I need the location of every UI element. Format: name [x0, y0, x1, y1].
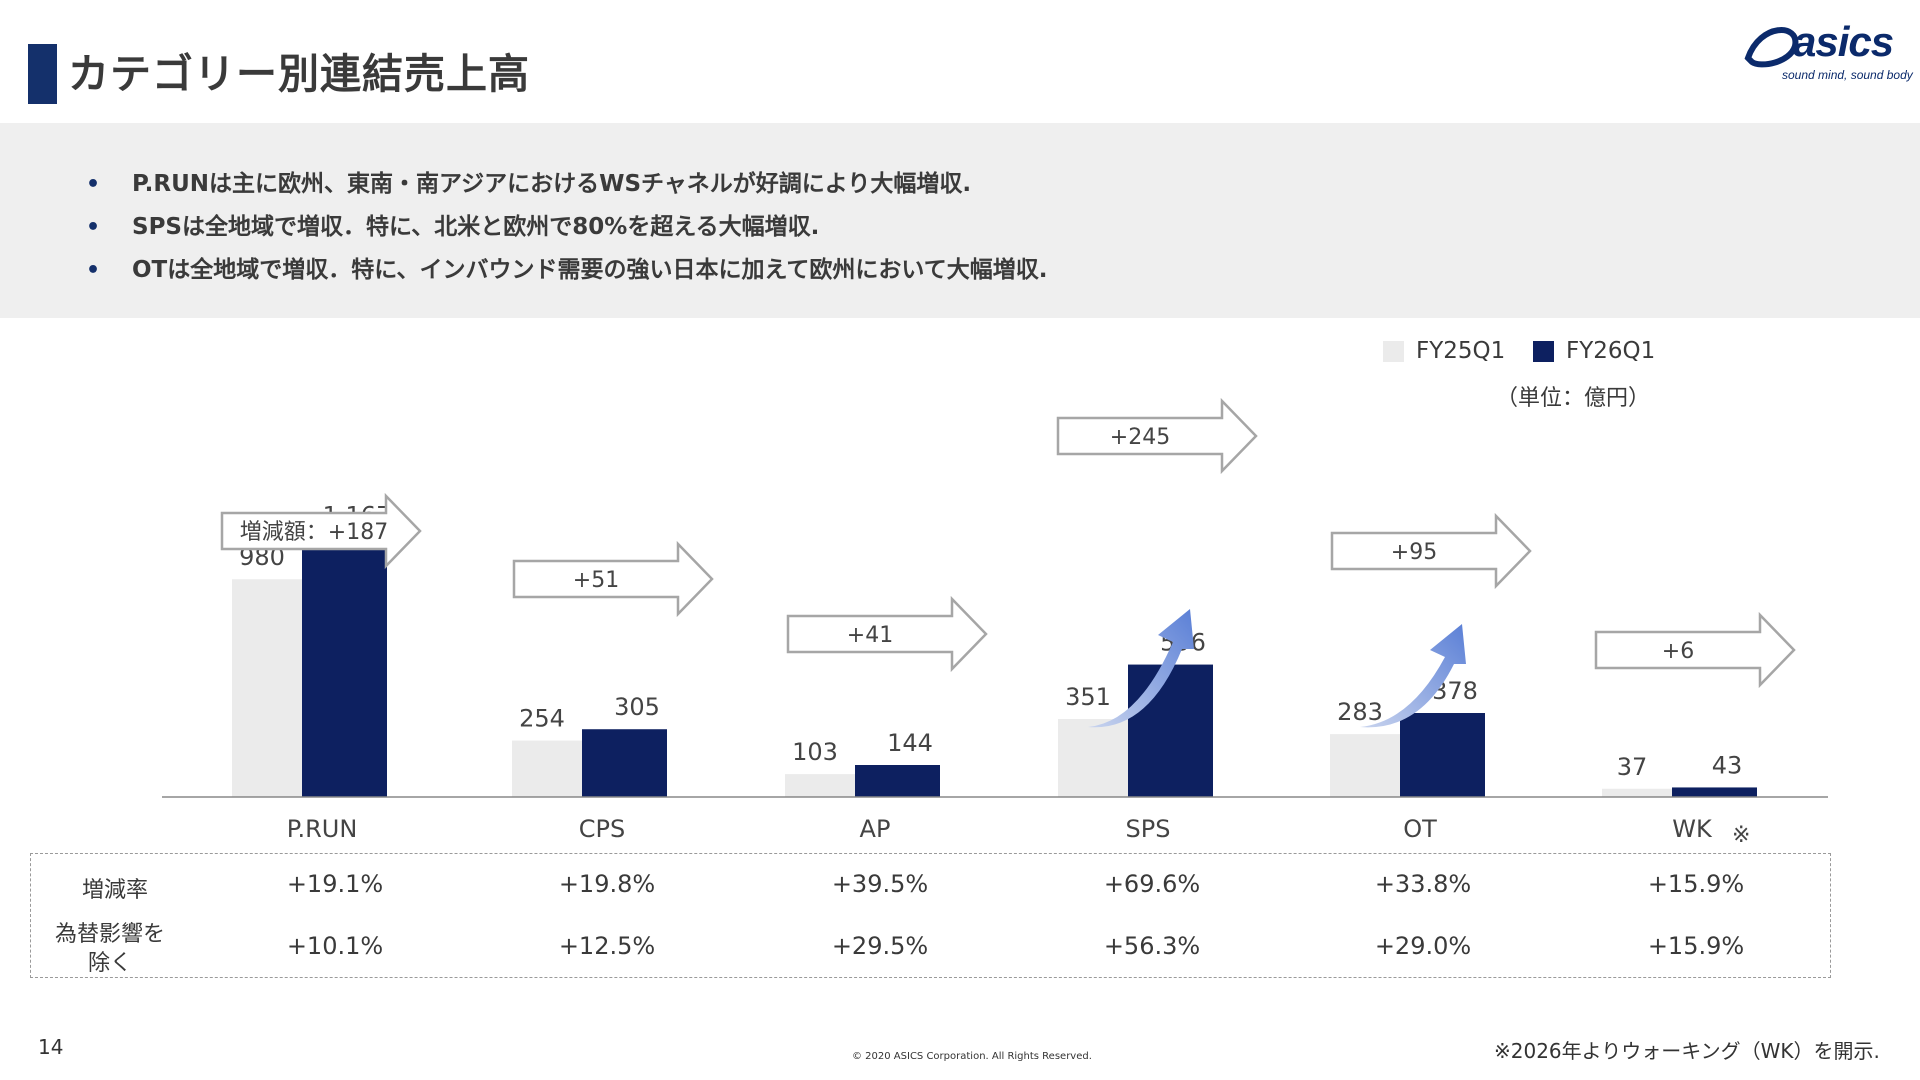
- growth-arrow-icon: [1088, 609, 1194, 728]
- growth-cell: +15.9%: [1647, 932, 1745, 960]
- data-label-fy25q1: 254: [519, 705, 565, 733]
- copyright: © 2020 ASICS Corporation. All Rights Res…: [852, 1051, 1092, 1062]
- change-arrow: [786, 595, 988, 673]
- asics-logo-icon: [1744, 27, 1799, 68]
- bar-fy25q1: [512, 740, 592, 797]
- category-label: WK: [1672, 815, 1713, 843]
- growth-cell: +15.9%: [1647, 870, 1745, 898]
- change-arrow: [512, 540, 714, 618]
- category-sales-chart: 9801,167P.RUN増減額：+187254305CPS+51103144A…: [162, 397, 1828, 848]
- growth-cell: +33.8%: [1374, 870, 1472, 898]
- change-arrow: [1056, 397, 1258, 475]
- legend-item-fy26q1: FY26Q1: [1533, 338, 1655, 364]
- data-label-fy25q1: 283: [1337, 698, 1383, 726]
- bar-fy26q1: [855, 765, 940, 797]
- page-title: カテゴリー別連結売上高: [68, 50, 530, 98]
- summary-item: • P.RUNは主に欧州、東南・南アジアにおけるWSチャネルが好調により大幅増収.: [86, 163, 1047, 206]
- unit-label: （単位：億円）: [1496, 386, 1651, 411]
- legend-swatch: [1533, 340, 1554, 362]
- growth-cell: +56.3%: [1103, 932, 1201, 960]
- growth-cell: +39.5%: [831, 870, 929, 898]
- category-note-mark: ※: [1732, 823, 1750, 848]
- bar-fy25q1: [1058, 719, 1138, 797]
- change-label: +95: [1391, 540, 1437, 565]
- data-label-fy26q1: 305: [614, 693, 660, 721]
- growth-cell: +19.1%: [286, 870, 384, 898]
- change-arrow: [220, 492, 422, 570]
- data-label-fy26q1: 144: [887, 729, 933, 757]
- legend-swatch: [1383, 340, 1404, 362]
- bar-fy25q1: [232, 579, 312, 797]
- growth-table: [30, 853, 1831, 978]
- change-label: +245: [1110, 425, 1170, 450]
- summary-item: • OTは全地域で増収．特に、インバウンド需要の強い日本に加えて欧州において大幅増…: [86, 249, 1047, 292]
- bullet-icon: •: [86, 215, 101, 240]
- logo-wordmark: asics: [1793, 18, 1894, 65]
- change-label: +41: [847, 623, 893, 648]
- data-label-fy25q1: 351: [1065, 683, 1111, 711]
- growth-cell: +29.5%: [831, 932, 929, 960]
- summary-text: OTは全地域で増収．特に、インバウンド需要の強い日本に加えて欧州において大幅増収…: [132, 257, 1048, 283]
- change-label: +6: [1662, 639, 1694, 664]
- bar-fy25q1: [1330, 734, 1410, 797]
- logo-tagline: sound mind, sound body: [1782, 68, 1913, 82]
- legend-label: FY25Q1: [1416, 338, 1506, 364]
- growth-arrow-icon: [1360, 624, 1466, 728]
- change-label: +51: [573, 568, 619, 593]
- growth-row-label: 増減率: [81, 878, 148, 903]
- change-arrow: [1594, 611, 1796, 689]
- growth-cell: +19.8%: [558, 870, 656, 898]
- summary-text: P.RUNは主に欧州、東南・南アジアにおけるWSチャネルが好調により大幅増収.: [132, 171, 972, 197]
- title-accent-bar: [28, 44, 57, 104]
- data-label-fy25q1: 103: [792, 738, 838, 766]
- bar-fy26q1: [1400, 713, 1485, 797]
- bar-fy26q1: [302, 537, 387, 797]
- page-number: 14: [38, 1035, 64, 1059]
- bar-fy26q1: [1128, 664, 1213, 797]
- bar-fy26q1: [582, 729, 667, 797]
- summary-item: • SPSは全地域で増収．特に、北米と欧州で80%を超える大幅増収.: [86, 206, 1047, 249]
- bar-fy26q1: [1672, 787, 1757, 797]
- growth-cell: +29.0%: [1374, 932, 1472, 960]
- data-label-fy25q1: 37: [1617, 753, 1648, 781]
- category-label: OT: [1403, 815, 1437, 843]
- category-label: P.RUN: [287, 815, 358, 843]
- footnote: ※2026年よりウォーキング（WK）を開示.: [1494, 1039, 1880, 1063]
- summary-list: • P.RUNは主に欧州、東南・南アジアにおけるWSチャネルが好調により大幅増収.…: [86, 163, 1047, 292]
- change-arrow: [1330, 512, 1532, 590]
- growth-cell: +12.5%: [558, 932, 656, 960]
- bar-fy25q1: [1602, 788, 1682, 797]
- growth-cell: +10.1%: [286, 932, 384, 960]
- growth-row-label: 為替影響を除く: [54, 922, 165, 976]
- legend-item-fy25q1: FY25Q1: [1383, 338, 1505, 364]
- change-label: 増減額：+187: [240, 520, 388, 545]
- bullet-icon: •: [86, 172, 101, 197]
- summary-panel: • P.RUNは主に欧州、東南・南アジアにおけるWSチャネルが好調により大幅増収.…: [0, 123, 1920, 318]
- summary-text: SPSは全地域で増収．特に、北米と欧州で80%を超える大幅増収.: [132, 214, 820, 240]
- bar-fy25q1: [785, 774, 865, 797]
- category-label: SPS: [1126, 815, 1171, 843]
- category-label: CPS: [579, 815, 625, 843]
- growth-cell: +69.6%: [1103, 870, 1201, 898]
- data-label-fy26q1: 43: [1712, 751, 1743, 779]
- category-label: AP: [860, 815, 891, 843]
- legend-label: FY26Q1: [1566, 338, 1656, 364]
- bullet-icon: •: [86, 258, 101, 283]
